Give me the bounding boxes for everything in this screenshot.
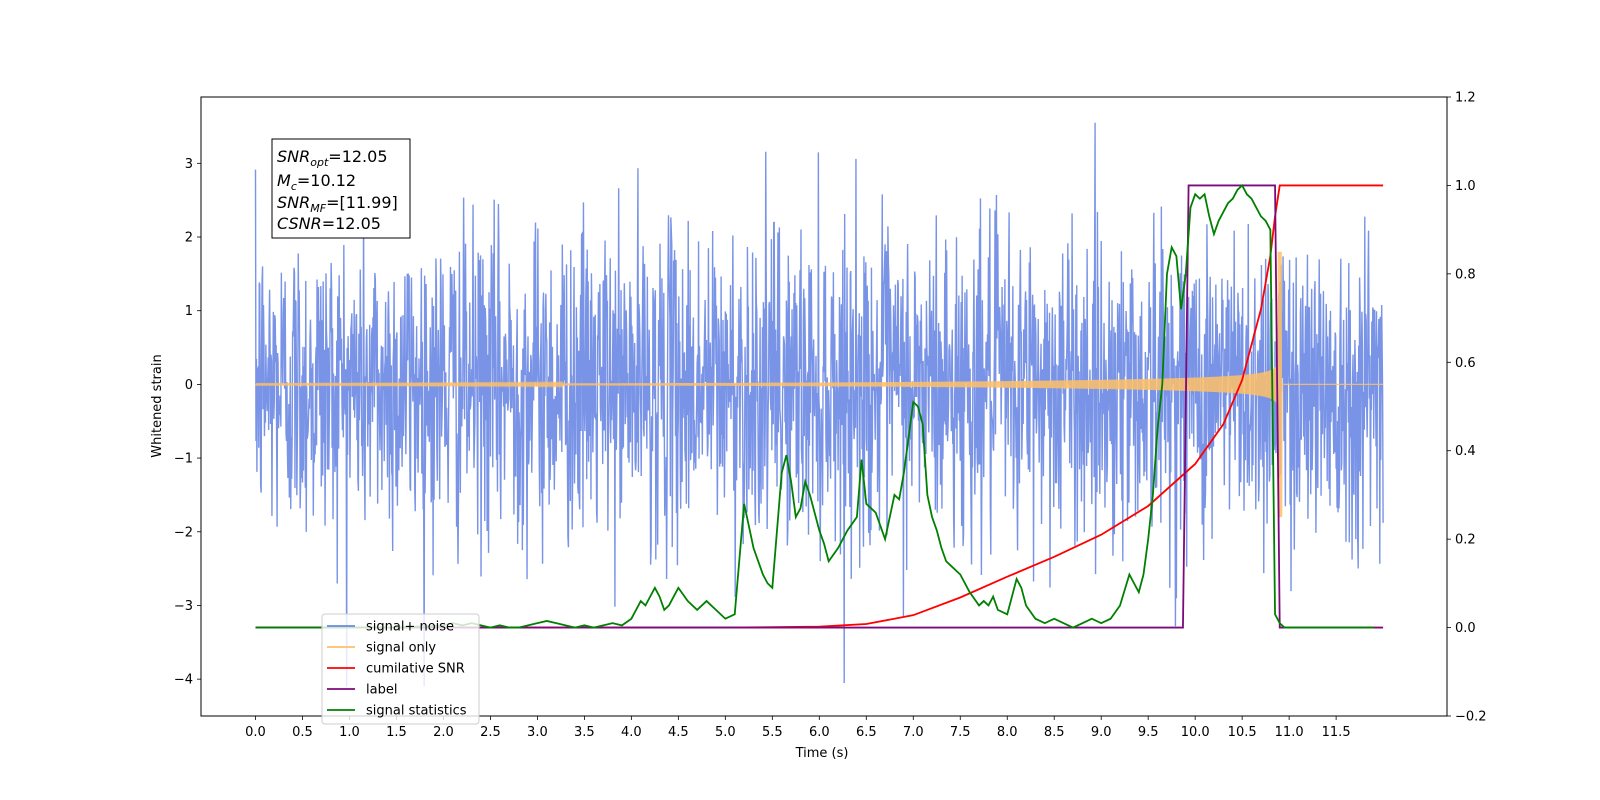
legend: signal+ noise signal only cumilative SNR la… bbox=[321, 613, 480, 725]
x-axis-label: Time (s) bbox=[795, 746, 849, 761]
x-tick-label: 9.5 bbox=[1138, 725, 1159, 740]
signal-noise-series bbox=[254, 122, 1384, 687]
x-tick-label: 5.5 bbox=[762, 725, 783, 740]
y-right-tick-label: 0.0 bbox=[1455, 621, 1476, 636]
x-tick-label: 8.0 bbox=[997, 725, 1018, 740]
legend-label: signal only bbox=[366, 641, 436, 656]
signal-only-line bbox=[254, 251, 1384, 518]
y-left-tick-label: −3 bbox=[174, 599, 193, 614]
x-tick-label: 8.5 bbox=[1044, 725, 1065, 740]
signal-noise-line bbox=[254, 122, 1384, 687]
x-tick-label: 10.0 bbox=[1181, 725, 1210, 740]
x-tick-label: 11.0 bbox=[1275, 725, 1304, 740]
y-right-tick-label: 0.2 bbox=[1455, 533, 1476, 548]
snr-opt-text: SNRopt=12.05 bbox=[277, 147, 388, 169]
mc-text: Mc=10.12 bbox=[277, 171, 356, 193]
y-left-tick-label: 0 bbox=[185, 378, 193, 393]
x-tick-label: 5.0 bbox=[715, 725, 736, 740]
info-box: SNRopt=12.05 Mc=10.12 SNRMF=[11.99] CSNR… bbox=[271, 138, 411, 239]
y-axis-label: Whitened strain bbox=[150, 354, 165, 457]
legend-label: label bbox=[366, 683, 397, 698]
right-axis-series bbox=[255, 183, 1384, 629]
y-right-tick-label: 0.4 bbox=[1455, 444, 1476, 459]
x-tick-label: 4.5 bbox=[668, 725, 689, 740]
x-axis: 0.0 0.5 1.0 1.5 2.0 2.5 3.0 3.5 4.0 4.5 5.0 5.5 6.0 6… bbox=[245, 716, 1351, 740]
y-left-tick-label: −1 bbox=[174, 452, 193, 467]
x-tick-label: 0.0 bbox=[245, 725, 266, 740]
y-left-tick-label: −2 bbox=[174, 525, 193, 540]
y-right-tick-label: 0.8 bbox=[1455, 267, 1476, 282]
x-tick-label: 7.5 bbox=[950, 725, 971, 740]
legend-label: cumilative SNR bbox=[366, 662, 465, 677]
x-tick-label: 11.5 bbox=[1322, 725, 1351, 740]
x-tick-label: 2.0 bbox=[433, 725, 454, 740]
x-tick-label: 10.5 bbox=[1228, 725, 1257, 740]
x-tick-label: 4.0 bbox=[621, 725, 642, 740]
x-tick-label: 3.5 bbox=[574, 725, 595, 740]
x-tick-label: 3.0 bbox=[527, 725, 548, 740]
y-axis-right: 1.2 1.0 0.8 0.6 0.4 0.2 0.0 −0.2 bbox=[1447, 91, 1487, 725]
y-left-tick-label: 2 bbox=[185, 231, 193, 246]
legend-label: signal+ noise bbox=[366, 620, 454, 635]
y-axis-left: 3 2 1 0 −1 −2 −3 −4 bbox=[174, 157, 201, 688]
signal-only-series bbox=[254, 251, 1384, 518]
legend-label: signal statistics bbox=[366, 704, 467, 719]
plot-frame bbox=[200, 96, 1448, 717]
x-tick-label: 2.5 bbox=[480, 725, 501, 740]
signal-statistics-line bbox=[255, 183, 1374, 629]
y-left-tick-label: 3 bbox=[185, 157, 193, 172]
y-left-tick-label: 1 bbox=[185, 304, 193, 319]
x-tick-label: 6.5 bbox=[856, 725, 877, 740]
y-right-tick-label: 1.0 bbox=[1455, 179, 1476, 194]
y-right-tick-label: 0.6 bbox=[1455, 356, 1476, 371]
legend-frame bbox=[321, 613, 480, 725]
x-tick-label: 0.5 bbox=[292, 725, 313, 740]
x-tick-label: 1.5 bbox=[386, 725, 407, 740]
x-tick-label: 1.0 bbox=[339, 725, 360, 740]
y-left-tick-label: −4 bbox=[174, 673, 193, 688]
y-right-tick-label: −0.2 bbox=[1455, 710, 1487, 725]
x-tick-label: 9.0 bbox=[1091, 725, 1112, 740]
csnr-text: CSNR=12.05 bbox=[277, 214, 381, 233]
info-box-frame bbox=[271, 138, 411, 239]
x-tick-label: 7.0 bbox=[903, 725, 924, 740]
snr-mf-text: SNRMF=[11.99] bbox=[277, 193, 398, 215]
x-tick-label: 6.0 bbox=[809, 725, 830, 740]
y-right-tick-label: 1.2 bbox=[1455, 91, 1476, 106]
